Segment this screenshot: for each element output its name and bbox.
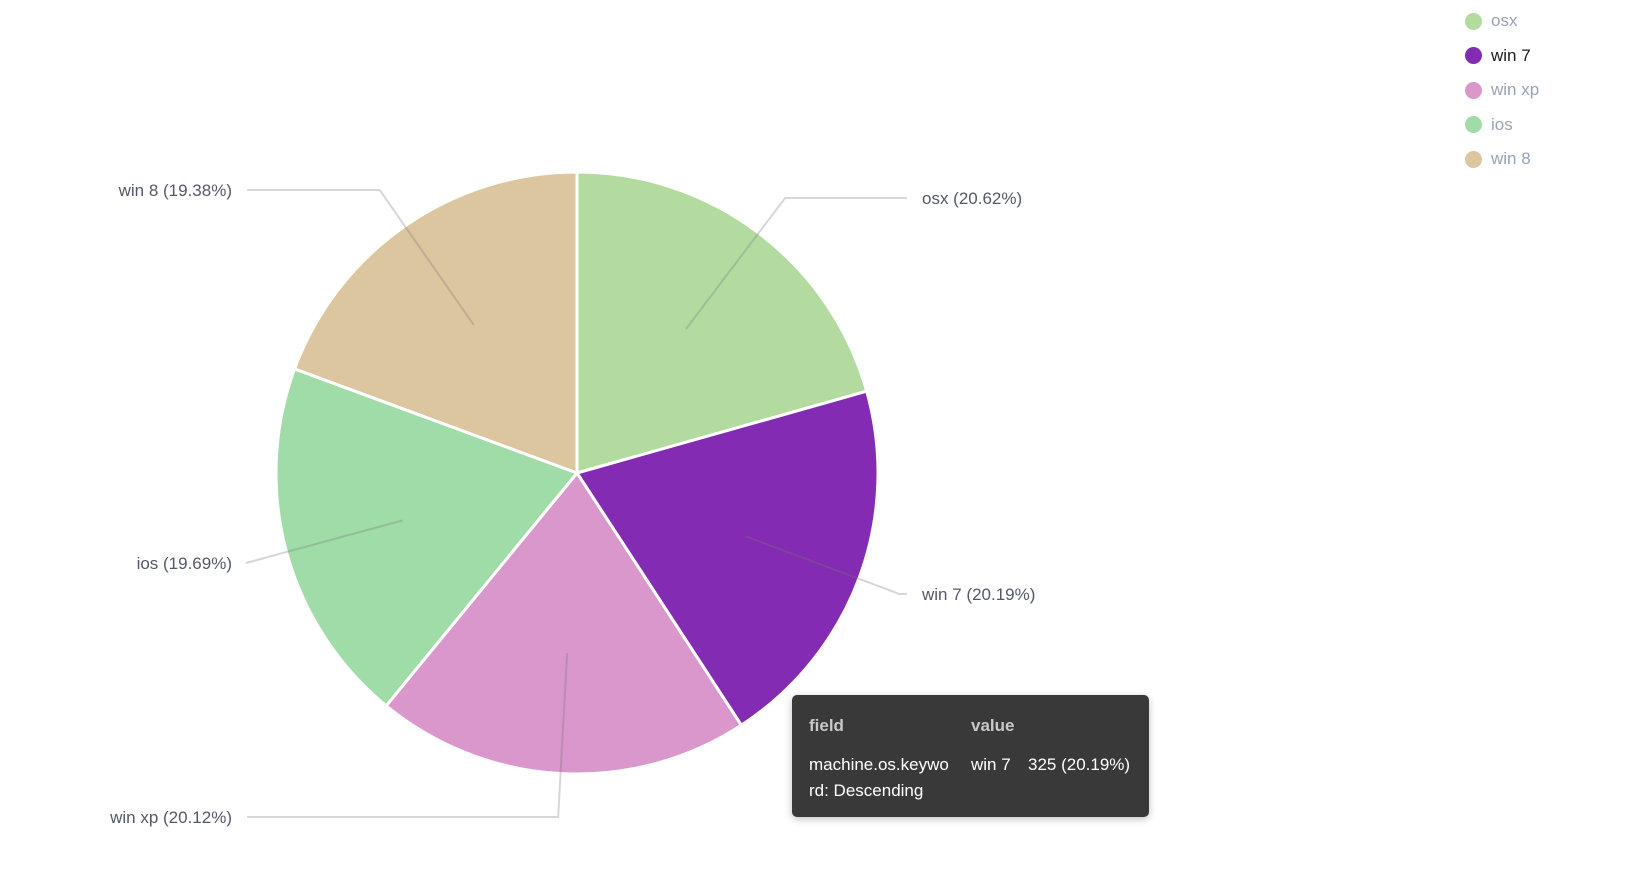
legend-label: win 7 bbox=[1491, 45, 1531, 65]
legend-label: win 8 bbox=[1491, 149, 1531, 169]
tooltip-field-line1: machine.os.keywo bbox=[809, 755, 949, 774]
slice-label-ios: ios (19.69%) bbox=[137, 554, 232, 573]
pie-slice-win-8[interactable] bbox=[292, 170, 579, 476]
slice-label-osx: osx (20.62%) bbox=[922, 189, 1022, 208]
pie-slice-ios[interactable] bbox=[274, 366, 580, 708]
tooltip-header-field: field bbox=[809, 716, 844, 735]
leader-line-win-8 bbox=[247, 189, 475, 326]
legend-item-osx[interactable]: osx bbox=[1465, 4, 1539, 39]
legend-label: win xp bbox=[1491, 80, 1540, 100]
leader-line-ios bbox=[245, 519, 403, 564]
legend-item-ios[interactable]: ios bbox=[1465, 108, 1539, 143]
slice-label-win-xp: win xp (20.12%) bbox=[109, 808, 232, 827]
legend-label: osx bbox=[1491, 11, 1518, 31]
leader-line-osx bbox=[685, 197, 907, 330]
legend-item-win-8[interactable]: win 8 bbox=[1465, 142, 1539, 177]
pie-slice-osx[interactable] bbox=[575, 170, 869, 475]
pie-slice-win-7[interactable] bbox=[574, 389, 880, 728]
pie-slice-win-xp[interactable] bbox=[384, 470, 744, 776]
tooltip-value-term: win 7 bbox=[971, 755, 1011, 774]
legend-color-dot-icon bbox=[1465, 47, 1482, 65]
legend-color-dot-icon bbox=[1465, 81, 1482, 99]
slice-label-win-7: win 7 (20.19%) bbox=[921, 585, 1035, 604]
slice-label-win-8: win 8 (19.38%) bbox=[118, 181, 232, 200]
tooltip-field-line2: rd: Descending bbox=[809, 781, 924, 800]
tooltip-field: machine.os.keywo rd: Descending bbox=[809, 752, 949, 804]
tooltip: field value machine.os.keywo rd: Descend… bbox=[792, 695, 1149, 817]
legend-item-win-xp[interactable]: win xp bbox=[1465, 73, 1539, 108]
tooltip-value-count: 325 (20.19%) bbox=[1028, 755, 1131, 774]
legend-color-dot-icon bbox=[1465, 150, 1482, 168]
legend: osx win 7 win xp ios win 8 bbox=[1465, 4, 1539, 177]
leader-line-win-xp bbox=[247, 653, 569, 818]
legend-color-dot-icon bbox=[1465, 116, 1482, 134]
legend-color-dot-icon bbox=[1465, 12, 1482, 30]
tooltip-header-value: value bbox=[971, 716, 1015, 735]
leader-line-win-7 bbox=[745, 535, 907, 595]
legend-item-win-7[interactable]: win 7 bbox=[1465, 39, 1539, 74]
legend-label: ios bbox=[1491, 114, 1513, 134]
